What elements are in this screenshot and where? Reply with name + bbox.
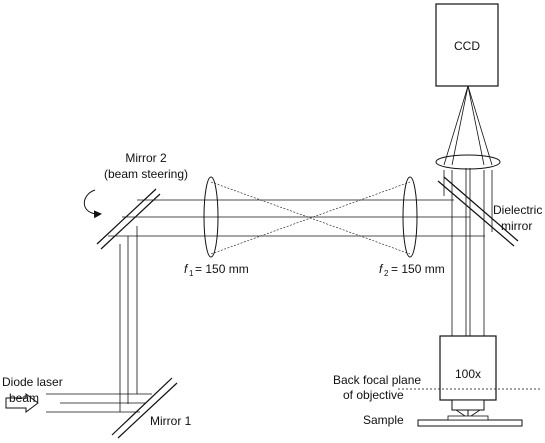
svg-text:= 150 mm: = 150 mm: [391, 262, 445, 276]
back-focal-label-2: of objective: [343, 388, 404, 402]
laser-input-beam: [46, 393, 152, 413]
lens-f2: [402, 176, 418, 258]
laser-label-1: Diode laser: [2, 375, 63, 389]
svg-text:f: f: [184, 262, 189, 276]
svg-text:2: 2: [384, 269, 389, 278]
sample-stage: [417, 415, 523, 427]
mirror-1: [111, 377, 178, 439]
sample-label: Sample: [363, 413, 404, 427]
ccd-camera: CCD: [435, 3, 499, 87]
mirror1-label: Mirror 1: [150, 414, 192, 428]
svg-text:f: f: [379, 262, 384, 276]
back-focal-label-1: Back focal plane: [333, 373, 421, 387]
mirror2-label-2: (beam steering): [104, 167, 188, 181]
relay-crossing-rays: [210, 181, 411, 255]
dielectric-label-2: mirror: [501, 219, 532, 233]
dielectric-label-1: Dielectric: [493, 203, 542, 217]
objective-label: 100x: [455, 367, 481, 381]
f1-label: f 1 = 150 mm: [184, 262, 249, 278]
tube-lens: [435, 154, 501, 170]
svg-text:1: 1: [189, 269, 194, 278]
f2-label: f 2 = 150 mm: [379, 262, 445, 278]
beam-steering-arrow-icon: [83, 189, 102, 219]
ccd-label: CCD: [454, 39, 480, 53]
vertical-detection-beam: [443, 168, 493, 336]
svg-text:= 150 mm: = 150 mm: [195, 262, 249, 276]
laser-arrow-icon: [5, 393, 39, 413]
laser-label-2: beam: [9, 391, 39, 405]
relay-beam-rails: [108, 199, 485, 237]
mirror2-label-1: Mirror 2: [125, 151, 167, 165]
lens-f1: [203, 176, 219, 258]
ccd-beam-cone: [443, 85, 493, 166]
mirror-2: [96, 188, 161, 250]
dielectric-mirror: [437, 176, 519, 247]
mirror-link-beam: [119, 226, 138, 412]
